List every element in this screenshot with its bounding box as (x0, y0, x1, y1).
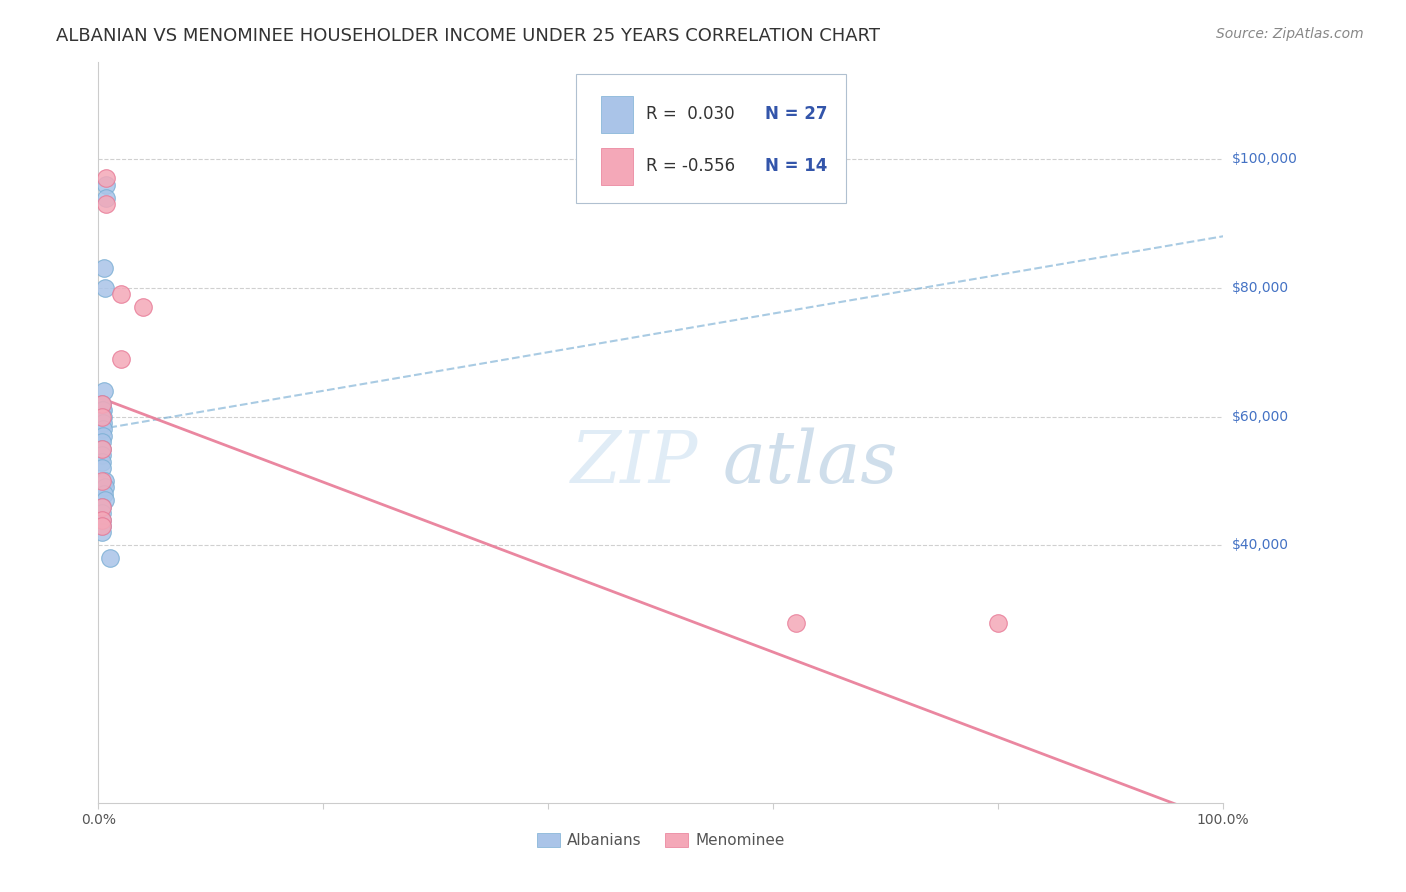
Text: $80,000: $80,000 (1232, 281, 1289, 294)
Point (96, 178, 118, 192)
Text: ZIP: ZIP (571, 427, 699, 498)
Text: atlas: atlas (723, 427, 898, 498)
Point (94, 474, 117, 488)
Point (93, 487, 115, 501)
Point (90, 512, 112, 526)
Text: R = -0.556: R = -0.556 (647, 157, 735, 175)
Point (90, 442, 112, 456)
Point (90, 500, 112, 514)
Point (96, 191, 118, 205)
Point (785, 615, 807, 630)
Point (90, 506, 112, 520)
Point (94, 480, 117, 494)
Point (90, 500, 112, 514)
Point (91, 416, 114, 430)
Point (91, 403, 114, 417)
Point (96, 171, 118, 186)
Point (90, 525, 112, 540)
Point (91, 429, 114, 443)
FancyBboxPatch shape (602, 95, 633, 133)
Text: $100,000: $100,000 (1232, 152, 1298, 166)
Point (90, 474, 112, 488)
Point (90, 519, 112, 533)
FancyBboxPatch shape (602, 147, 633, 185)
Text: $60,000: $60,000 (1232, 409, 1289, 424)
Point (90, 403, 112, 417)
Point (90, 461, 112, 475)
Point (90, 435, 112, 450)
Point (90, 442, 112, 456)
Point (90, 512, 112, 526)
Point (96, 197, 118, 211)
Point (93, 384, 115, 398)
Legend: Albanians, Menominee: Albanians, Menominee (530, 827, 792, 855)
Point (91, 409, 114, 424)
Text: ALBANIAN VS MENOMINEE HOUSEHOLDER INCOME UNDER 25 YEARS CORRELATION CHART: ALBANIAN VS MENOMINEE HOUSEHOLDER INCOME… (56, 27, 880, 45)
Point (987, 615, 1010, 630)
Text: N = 14: N = 14 (765, 157, 828, 175)
Point (90, 397, 112, 411)
Point (90, 454, 112, 468)
Point (91, 422, 114, 436)
Point (94, 281, 117, 295)
Point (90, 397, 112, 411)
Point (98, 551, 121, 566)
Point (93, 261, 115, 276)
Point (94, 493, 117, 508)
Text: $40,000: $40,000 (1232, 538, 1288, 552)
Point (90, 409, 112, 424)
Point (90, 448, 112, 462)
Point (110, 351, 132, 366)
FancyBboxPatch shape (576, 73, 846, 203)
Text: Source: ZipAtlas.com: Source: ZipAtlas.com (1216, 27, 1364, 41)
Text: N = 27: N = 27 (765, 105, 828, 123)
Point (110, 287, 132, 301)
Point (90, 519, 112, 533)
Text: R =  0.030: R = 0.030 (647, 105, 735, 123)
Point (132, 300, 155, 314)
